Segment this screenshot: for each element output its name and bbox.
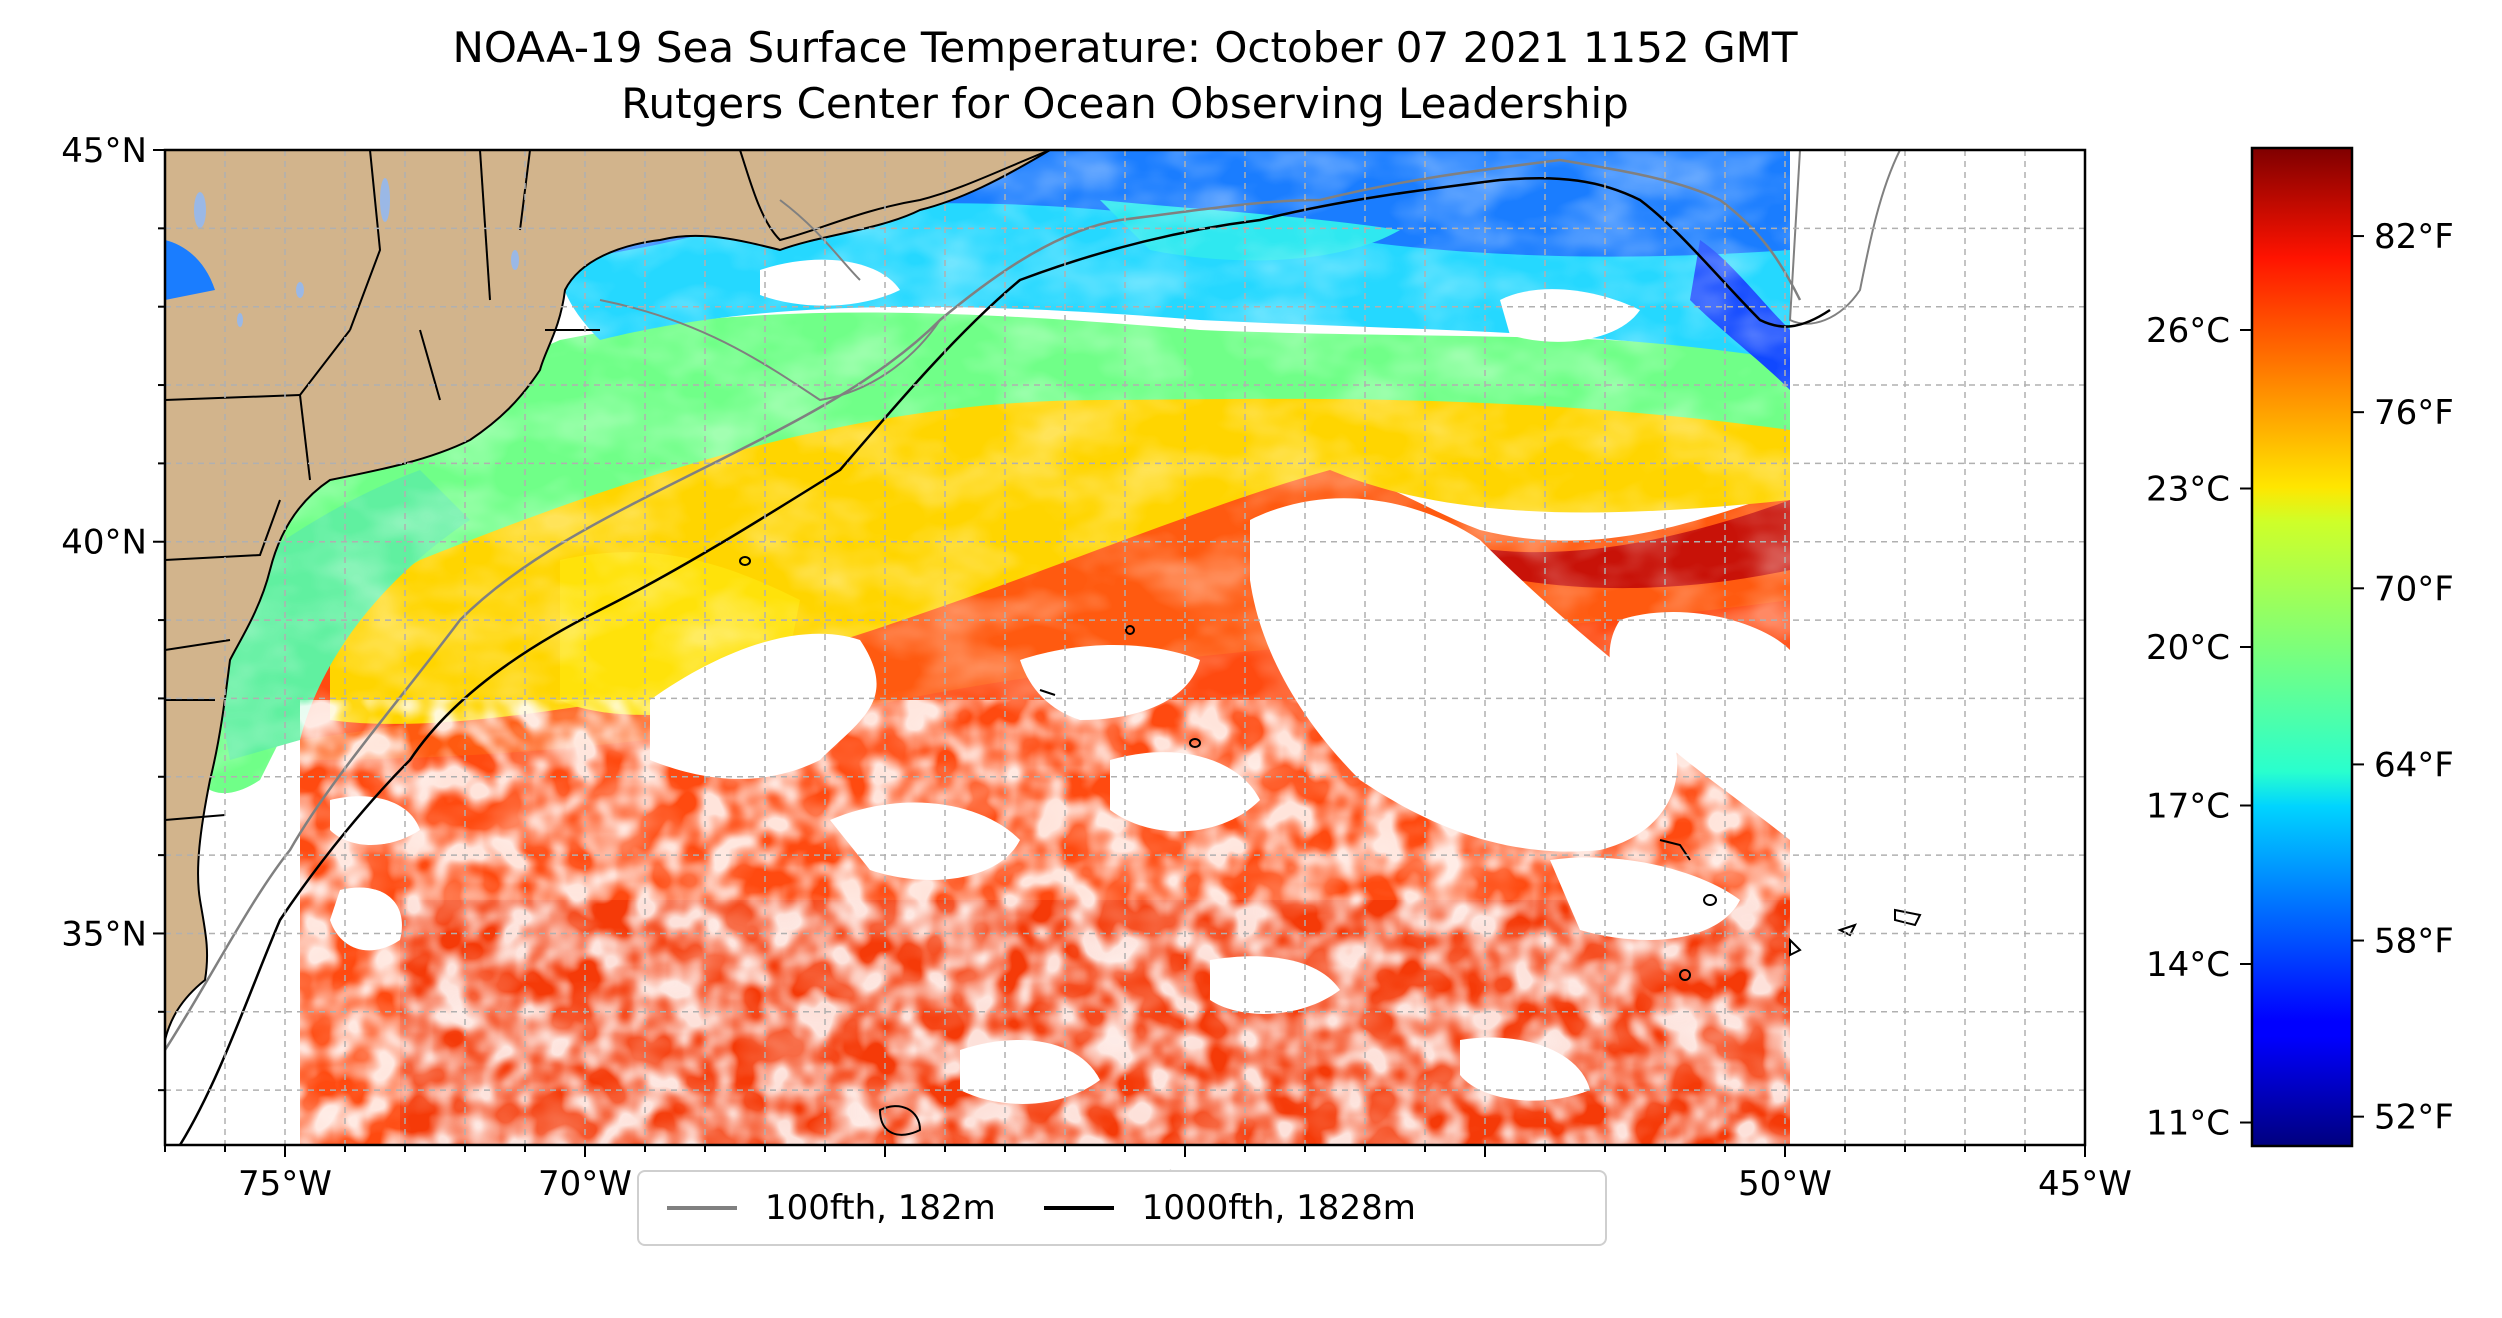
legend-swatch-100fth [667,1206,737,1210]
lon-tick-label: 50°W [1738,1164,1832,1204]
chart-title: NOAA-19 Sea Surface Temperature: October… [452,23,1798,72]
latitude-axis: 45°N 40°N 35°N [61,131,147,954]
lon-tick-label: 70°W [538,1164,632,1204]
legend-item-100fth: 100fth, 182m [667,1188,996,1228]
colorbar-label-c: 26°C [2146,311,2230,351]
lat-tick-label: 40°N [61,523,147,563]
colorbar-label-c: 23°C [2146,469,2230,509]
isobath-100fth [165,158,1802,1051]
chart-subtitle: Rutgers Center for Ocean Observing Leade… [621,79,1629,128]
colorbar-label-f: 58°F [2374,922,2454,962]
colorbar-label-f: 82°F [2374,217,2454,257]
colorbar-label-c: 11°C [2146,1104,2230,1144]
map-gridlines [165,150,2085,1145]
legend-item-1000fth: 1000fth, 1828m [1043,1188,1416,1228]
legend-label-100fth: 100fth, 182m [765,1188,996,1228]
colorbar-label-f: 76°F [2374,393,2454,433]
colorbar-label-c: 17°C [2146,787,2230,827]
legend-label-1000fth: 1000fth, 1828m [1141,1188,1416,1228]
colorbar-label-f: 64°F [2374,745,2454,785]
lat-tick-label: 35°N [61,914,147,954]
lon-tick-label: 75°W [238,1164,332,1204]
colorbar-celsius-axis: 11°C 14°C 17°C 20°C 23°C 26°C [2146,311,2252,1144]
legend-swatch-1000fth [1043,1206,1114,1210]
colorbar-label-c: 14°C [2146,945,2230,985]
colorbar-fahrenheit-axis: 52°F 58°F 64°F 70°F 76°F 82°F [2352,217,2454,1138]
colorbar-label-f: 70°F [2374,569,2454,609]
isobath-1000fth [178,176,1831,1145]
lat-tick-label: 45°N [61,131,147,171]
land-us-coast [165,150,1052,1041]
lon-tick-label: 45°W [2038,1164,2132,1204]
colorbar-label-c: 20°C [2146,628,2230,668]
legend: 100fth, 182m 1000fth, 1828m [637,1170,1607,1246]
colorbar [2250,146,2354,1148]
colorbar-label-f: 52°F [2374,1098,2454,1138]
